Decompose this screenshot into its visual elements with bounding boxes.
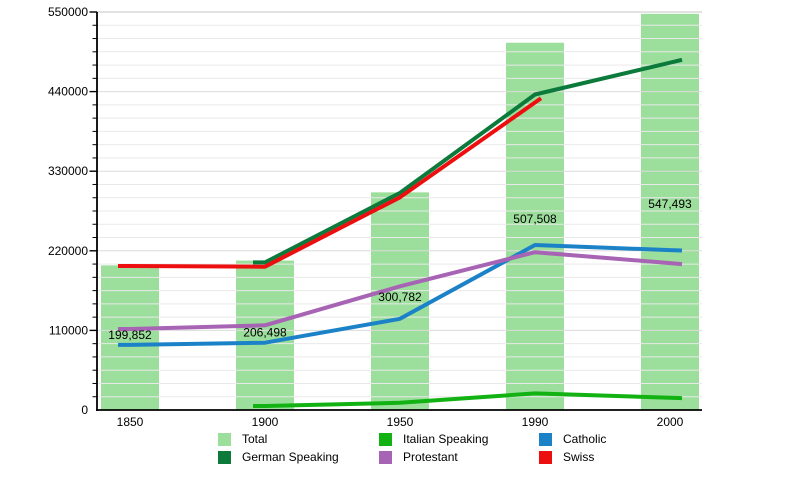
line-swiss	[118, 96, 543, 269]
bar-value-label: 206,498	[243, 325, 287, 339]
legend-label: Catholic	[563, 432, 607, 446]
bar-value-label: 300,782	[378, 290, 422, 304]
legend-swatch-icon	[379, 433, 392, 446]
bar-total-1990	[506, 42, 564, 411]
x-tick-label: 1850	[117, 415, 144, 429]
bar-total-1900	[236, 260, 294, 410]
line-italian-speaking	[253, 391, 683, 408]
legend-swatch-icon	[539, 433, 552, 446]
legend-swatch-icon	[379, 450, 392, 464]
line-german-speaking	[253, 57, 683, 265]
legend-label: German Speaking	[242, 449, 339, 464]
legend-item-german-speaking: German Speaking	[218, 449, 379, 466]
legend-label: Italian Speaking	[403, 432, 489, 446]
legend-swatch-icon	[539, 450, 552, 464]
y-tick-label: 220000	[48, 244, 88, 258]
x-tick-label: 1900	[252, 415, 279, 429]
bar-value-label: 507,508	[513, 212, 557, 226]
y-tick-label: 550000	[48, 5, 88, 19]
y-tick-label: 0	[81, 403, 88, 417]
line-catholic	[118, 243, 683, 347]
x-tick-label: 1950	[387, 415, 414, 429]
legend-label: Total	[242, 432, 268, 446]
legend-item-protestant: Protestant	[379, 449, 539, 466]
legend-item-swiss: Swiss	[539, 449, 606, 466]
legend-item-catholic: Catholic	[539, 431, 606, 448]
bar-total-1950	[371, 192, 429, 410]
legend-label: Protestant	[403, 449, 458, 464]
bar-total-2000	[641, 13, 699, 411]
line-protestant	[118, 250, 683, 331]
bar-value-label: 199,852	[108, 328, 152, 342]
legend-label: Swiss	[563, 449, 595, 464]
bar-value-label: 547,493	[648, 197, 692, 211]
x-tick-label: 2000	[657, 415, 684, 429]
legend-swatch-icon	[218, 433, 231, 446]
legend-item-total: Total	[218, 431, 379, 448]
y-tick-label: 330000	[48, 164, 88, 178]
y-tick-label: 440000	[48, 85, 88, 99]
x-tick-label: 1990	[522, 415, 549, 429]
y-tick-label: 110000	[49, 323, 88, 337]
bar-total-1850	[101, 265, 159, 410]
legend-swatch-icon	[218, 450, 231, 464]
legend-item-italian-speaking: Italian Speaking	[379, 431, 539, 448]
chart-legend: Total Italian Speaking Catholic German Spea…	[218, 431, 606, 466]
